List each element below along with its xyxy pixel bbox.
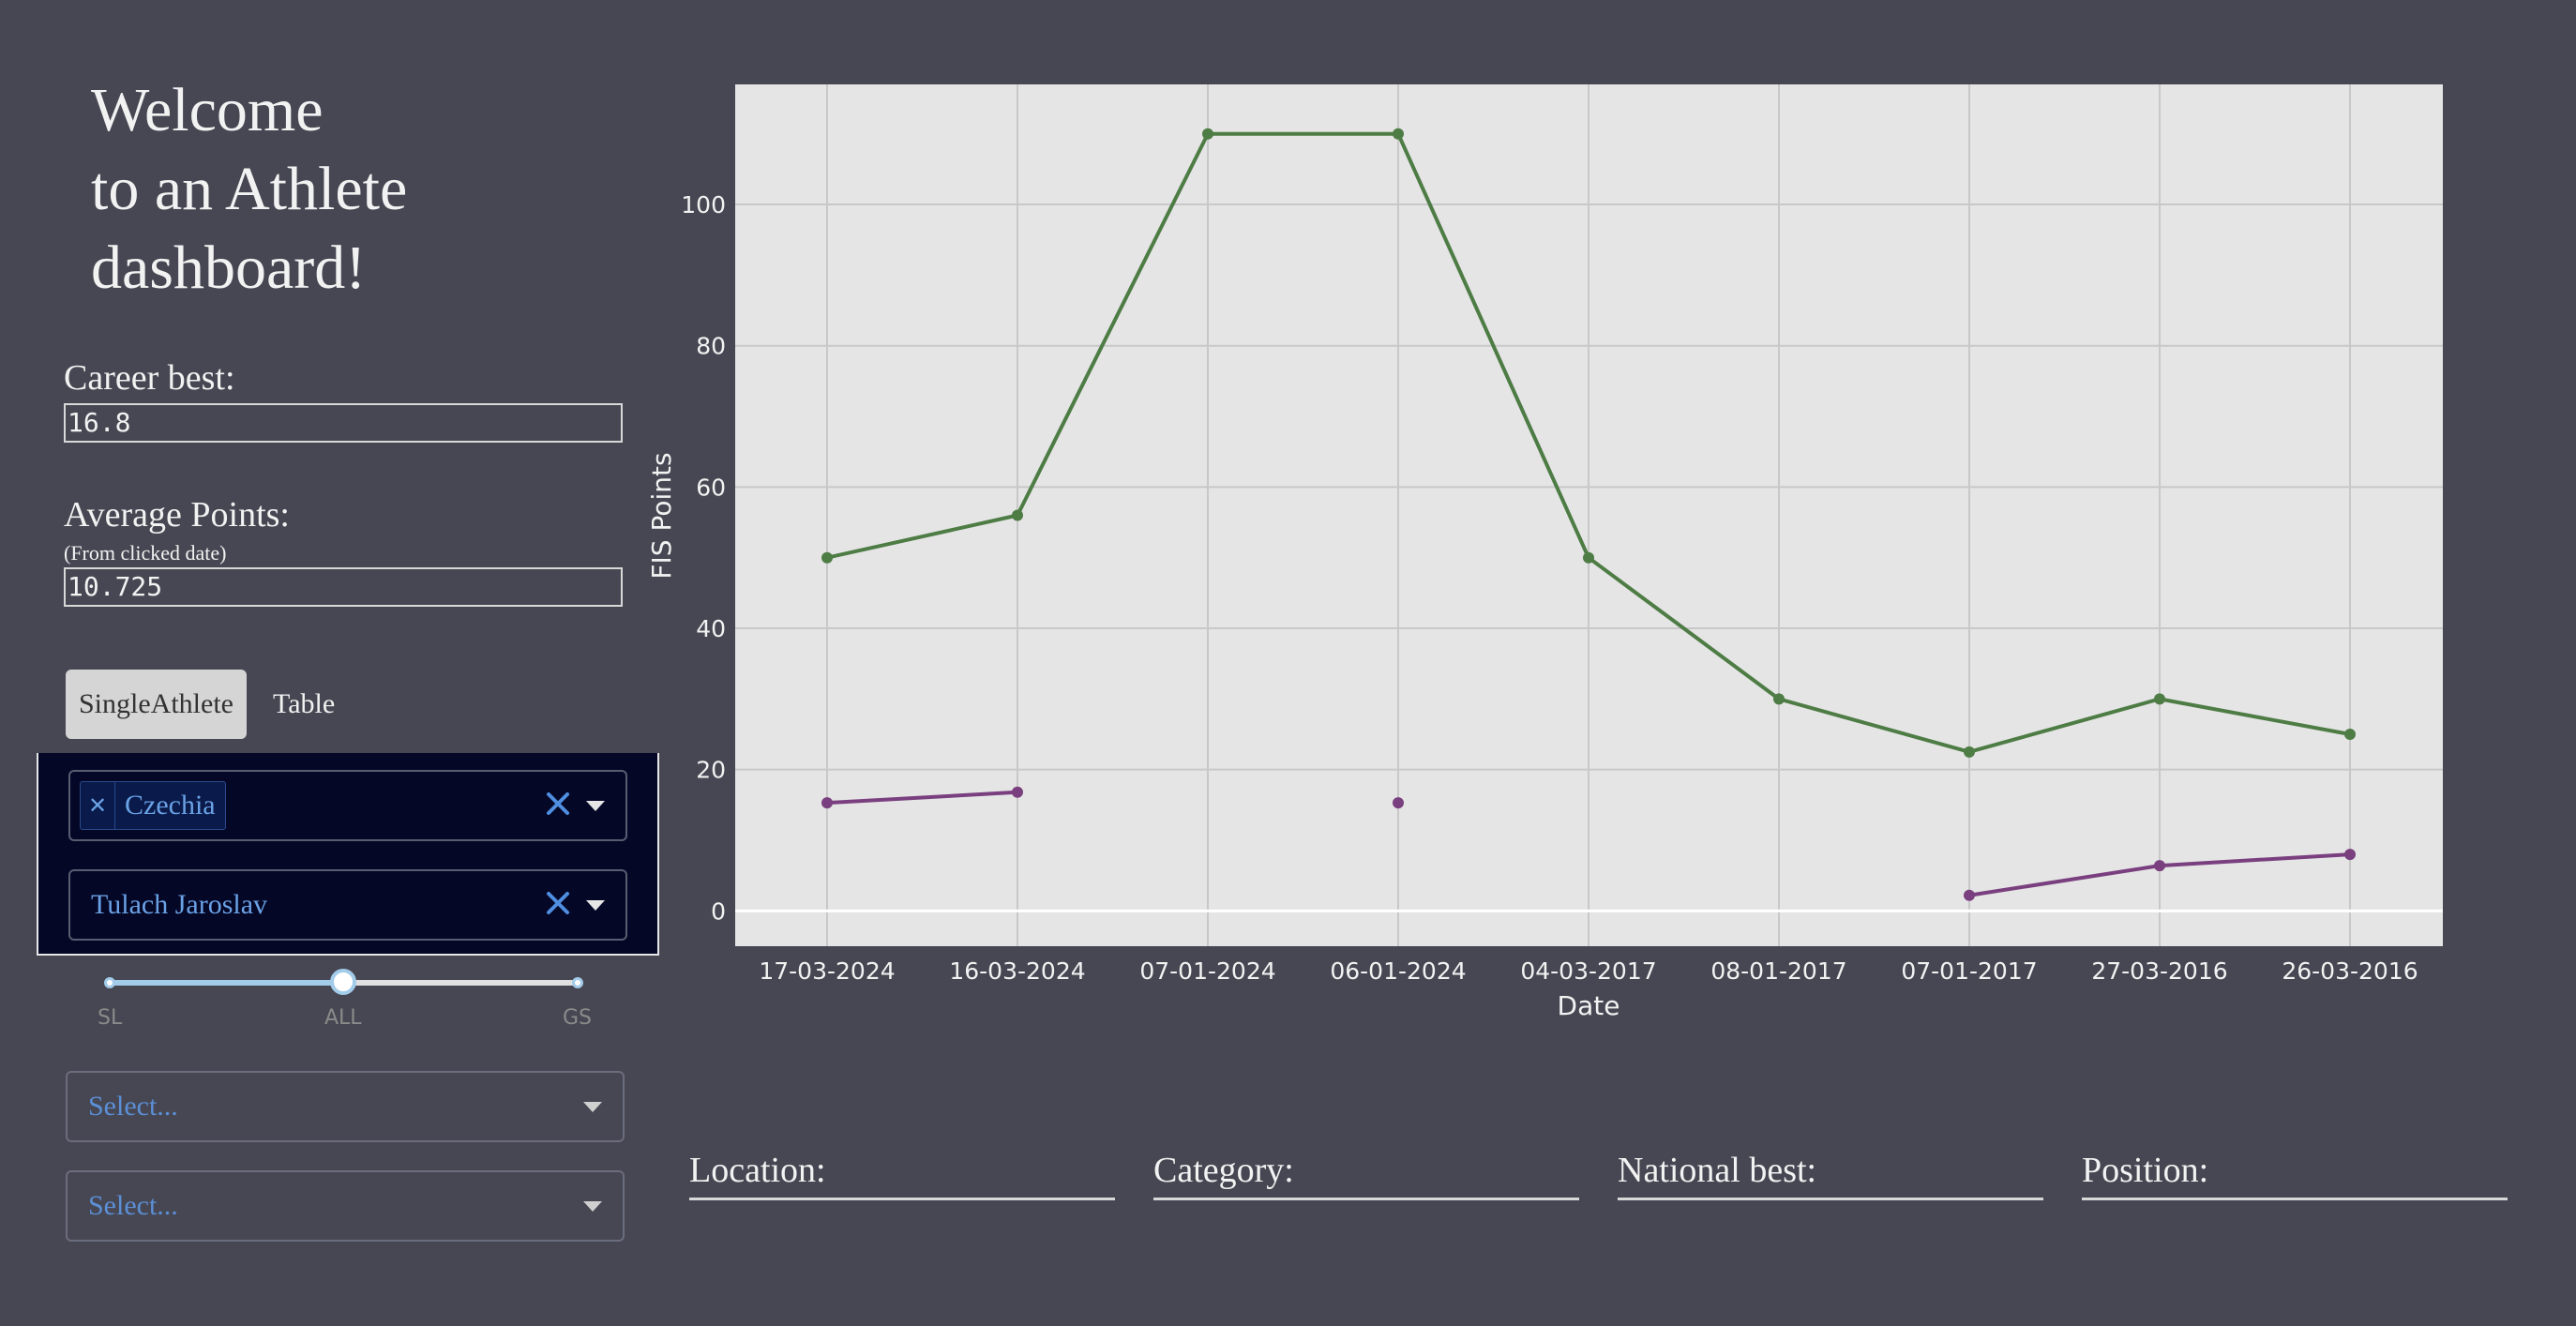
slider-mark-all: ALL — [324, 1006, 362, 1030]
x-tick-label: 26-03-2016 — [2282, 957, 2418, 985]
national-best-label: National best: — [1618, 1150, 2043, 1200]
discipline-slider-handle[interactable] — [330, 969, 356, 995]
x-tick-label: 04-03-2017 — [1520, 957, 1656, 985]
x-tick-label: 07-01-2024 — [1139, 957, 1275, 985]
select-placeholder: Select... — [88, 1091, 178, 1122]
data-point — [2154, 693, 2165, 705]
data-point — [821, 551, 833, 564]
fis-points-chart[interactable]: 0 20 40 60 80 100 17-03-2024 16-03-2024 07-01-2… — [638, 75, 2476, 1050]
y-tick-label: 100 — [681, 191, 726, 218]
average-points-field[interactable]: 10.725 — [64, 567, 623, 607]
y-tick-label: 60 — [696, 474, 726, 501]
y-tick-label: 80 — [696, 333, 726, 360]
average-points-sublabel: (From clicked date) — [64, 541, 227, 565]
data-point — [1202, 128, 1213, 140]
category-label: Category: — [1153, 1150, 1579, 1200]
welcome-line-2: to an Athlete — [91, 155, 408, 223]
x-tick-label: 17-03-2024 — [759, 957, 895, 985]
clear-icon[interactable] — [541, 787, 575, 821]
data-point — [1773, 693, 1785, 705]
country-chip-label: Czechia — [125, 790, 216, 821]
welcome-line-3: dashboard! — [91, 234, 367, 302]
position-label: Position: — [2082, 1150, 2508, 1200]
select-dropdown-1[interactable]: Select... — [66, 1071, 625, 1142]
x-tick-label: 06-01-2024 — [1330, 957, 1466, 985]
x-tick-label: 16-03-2024 — [949, 957, 1085, 985]
filter-panel: ✕ Czechia Tulach Jaroslav — [37, 753, 659, 956]
country-dropdown[interactable]: ✕ Czechia — [68, 770, 627, 841]
data-point — [1393, 128, 1404, 140]
slider-mark-dot — [104, 977, 115, 988]
career-best-label: Career best: — [64, 358, 235, 398]
y-tick-label: 40 — [696, 615, 726, 642]
select-placeholder: Select... — [88, 1190, 178, 1221]
data-point — [1964, 889, 1975, 901]
athlete-value: Tulach Jaroslav — [91, 889, 268, 920]
slider-mark-dot — [572, 977, 583, 988]
data-point — [821, 797, 833, 809]
select-dropdown-2[interactable]: Select... — [66, 1170, 625, 1242]
career-best-field[interactable]: 16.8 — [64, 403, 623, 443]
data-point — [1012, 509, 1023, 521]
y-tick-label: 0 — [711, 897, 726, 925]
slider-mark-sl: SL — [98, 1006, 123, 1030]
average-points-label: Average Points: — [64, 495, 290, 535]
data-point — [2154, 860, 2165, 872]
welcome-line-1: Welcome — [91, 76, 324, 144]
y-tick-label: 20 — [696, 757, 726, 784]
series-line — [826, 790, 1018, 806]
tab-single-athlete[interactable]: SingleAthlete — [66, 670, 247, 739]
x-tick-label: 27-03-2016 — [2091, 957, 2227, 985]
x-tick-label: 07-01-2017 — [1901, 957, 2037, 985]
chevron-down-icon[interactable] — [586, 900, 605, 911]
welcome-title: Welcome to an Athlete dashboard! — [91, 71, 407, 308]
chevron-down-icon[interactable] — [586, 801, 605, 811]
discipline-slider-fill — [110, 980, 343, 986]
data-point — [2344, 729, 2356, 741]
data-point — [1393, 797, 1404, 809]
location-label: Location: — [689, 1150, 1115, 1200]
clear-icon[interactable] — [541, 886, 575, 920]
data-point — [1964, 746, 1975, 758]
y-axis-label: FIS Points — [646, 452, 677, 579]
chevron-down-icon[interactable] — [583, 1201, 602, 1212]
data-point — [1012, 786, 1023, 798]
data-point — [1583, 551, 1594, 564]
chip-remove-icon[interactable]: ✕ — [81, 782, 115, 829]
tab-table[interactable]: Table — [273, 688, 336, 719]
slider-mark-gs: GS — [563, 1006, 593, 1030]
x-axis-label: Date — [1558, 990, 1620, 1021]
data-point — [2344, 849, 2356, 861]
chevron-down-icon[interactable] — [583, 1102, 602, 1112]
country-chip: ✕ Czechia — [80, 781, 226, 830]
x-tick-label: 08-01-2017 — [1710, 957, 1846, 985]
athlete-dropdown[interactable]: Tulach Jaroslav — [68, 869, 627, 941]
